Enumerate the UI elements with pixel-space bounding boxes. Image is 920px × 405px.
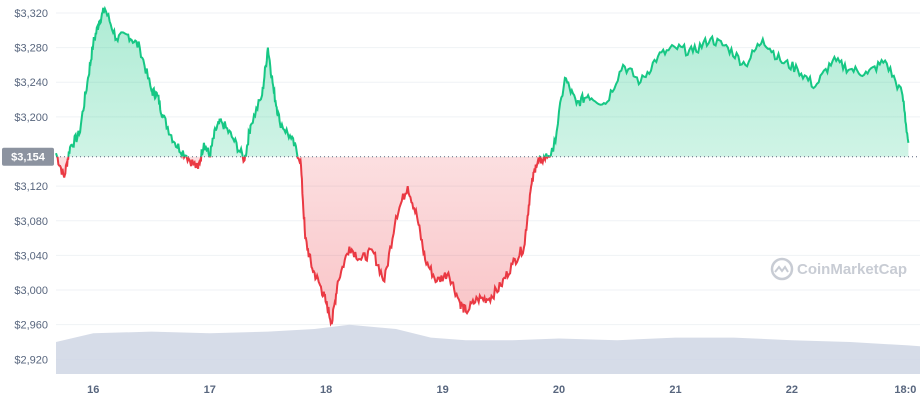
- reference-layer: $3,154: [2, 147, 920, 166]
- y-tick-label: $3,280: [14, 43, 48, 55]
- area-layer: [56, 7, 909, 324]
- price-line-below: [56, 156, 551, 327]
- x-tick-label: 19: [436, 384, 448, 396]
- reference-price-label: $3,154: [11, 152, 46, 164]
- y-tick-label: $3,080: [14, 216, 48, 228]
- reference-price-badge: [2, 147, 54, 166]
- volume-area: [56, 324, 920, 374]
- watermark-text: CoinMarketCap: [797, 261, 907, 278]
- x-tick-label: 20: [553, 384, 565, 396]
- x-tick-label: 16: [87, 384, 99, 396]
- watermark: CoinMarketCap: [770, 257, 907, 281]
- volume-layer: [56, 324, 920, 374]
- x-axis-ticks: 16 17 18 19 20 21 22 18:0: [87, 384, 916, 396]
- x-tick-label: 21: [669, 384, 681, 396]
- x-tick-label: 17: [204, 384, 216, 396]
- x-tick-label: 18:0: [894, 384, 916, 396]
- area-below-reference: [56, 156, 909, 324]
- coinmarketcap-logo-icon: [770, 257, 794, 281]
- y-tick-label: $3,240: [14, 77, 48, 89]
- y-tick-label: $3,200: [14, 112, 48, 124]
- y-tick-label: $3,000: [14, 285, 48, 297]
- y-tick-label: $3,120: [14, 181, 48, 193]
- price-line-above: [55, 5, 910, 157]
- x-tick-label: 18: [320, 384, 332, 396]
- line-layer: [55, 5, 910, 327]
- area-above-reference: [56, 7, 909, 157]
- y-tick-label: $3,040: [14, 250, 48, 262]
- x-tick-label: 22: [786, 384, 798, 396]
- y-tick-label: $3,320: [14, 8, 48, 20]
- y-axis-ticks: $3,320 $3,280 $3,240 $3,200 $3,120 $3,080 $3,0…: [14, 8, 48, 366]
- y-tick-label: $2,960: [14, 320, 48, 332]
- y-tick-label: $2,920: [14, 354, 48, 366]
